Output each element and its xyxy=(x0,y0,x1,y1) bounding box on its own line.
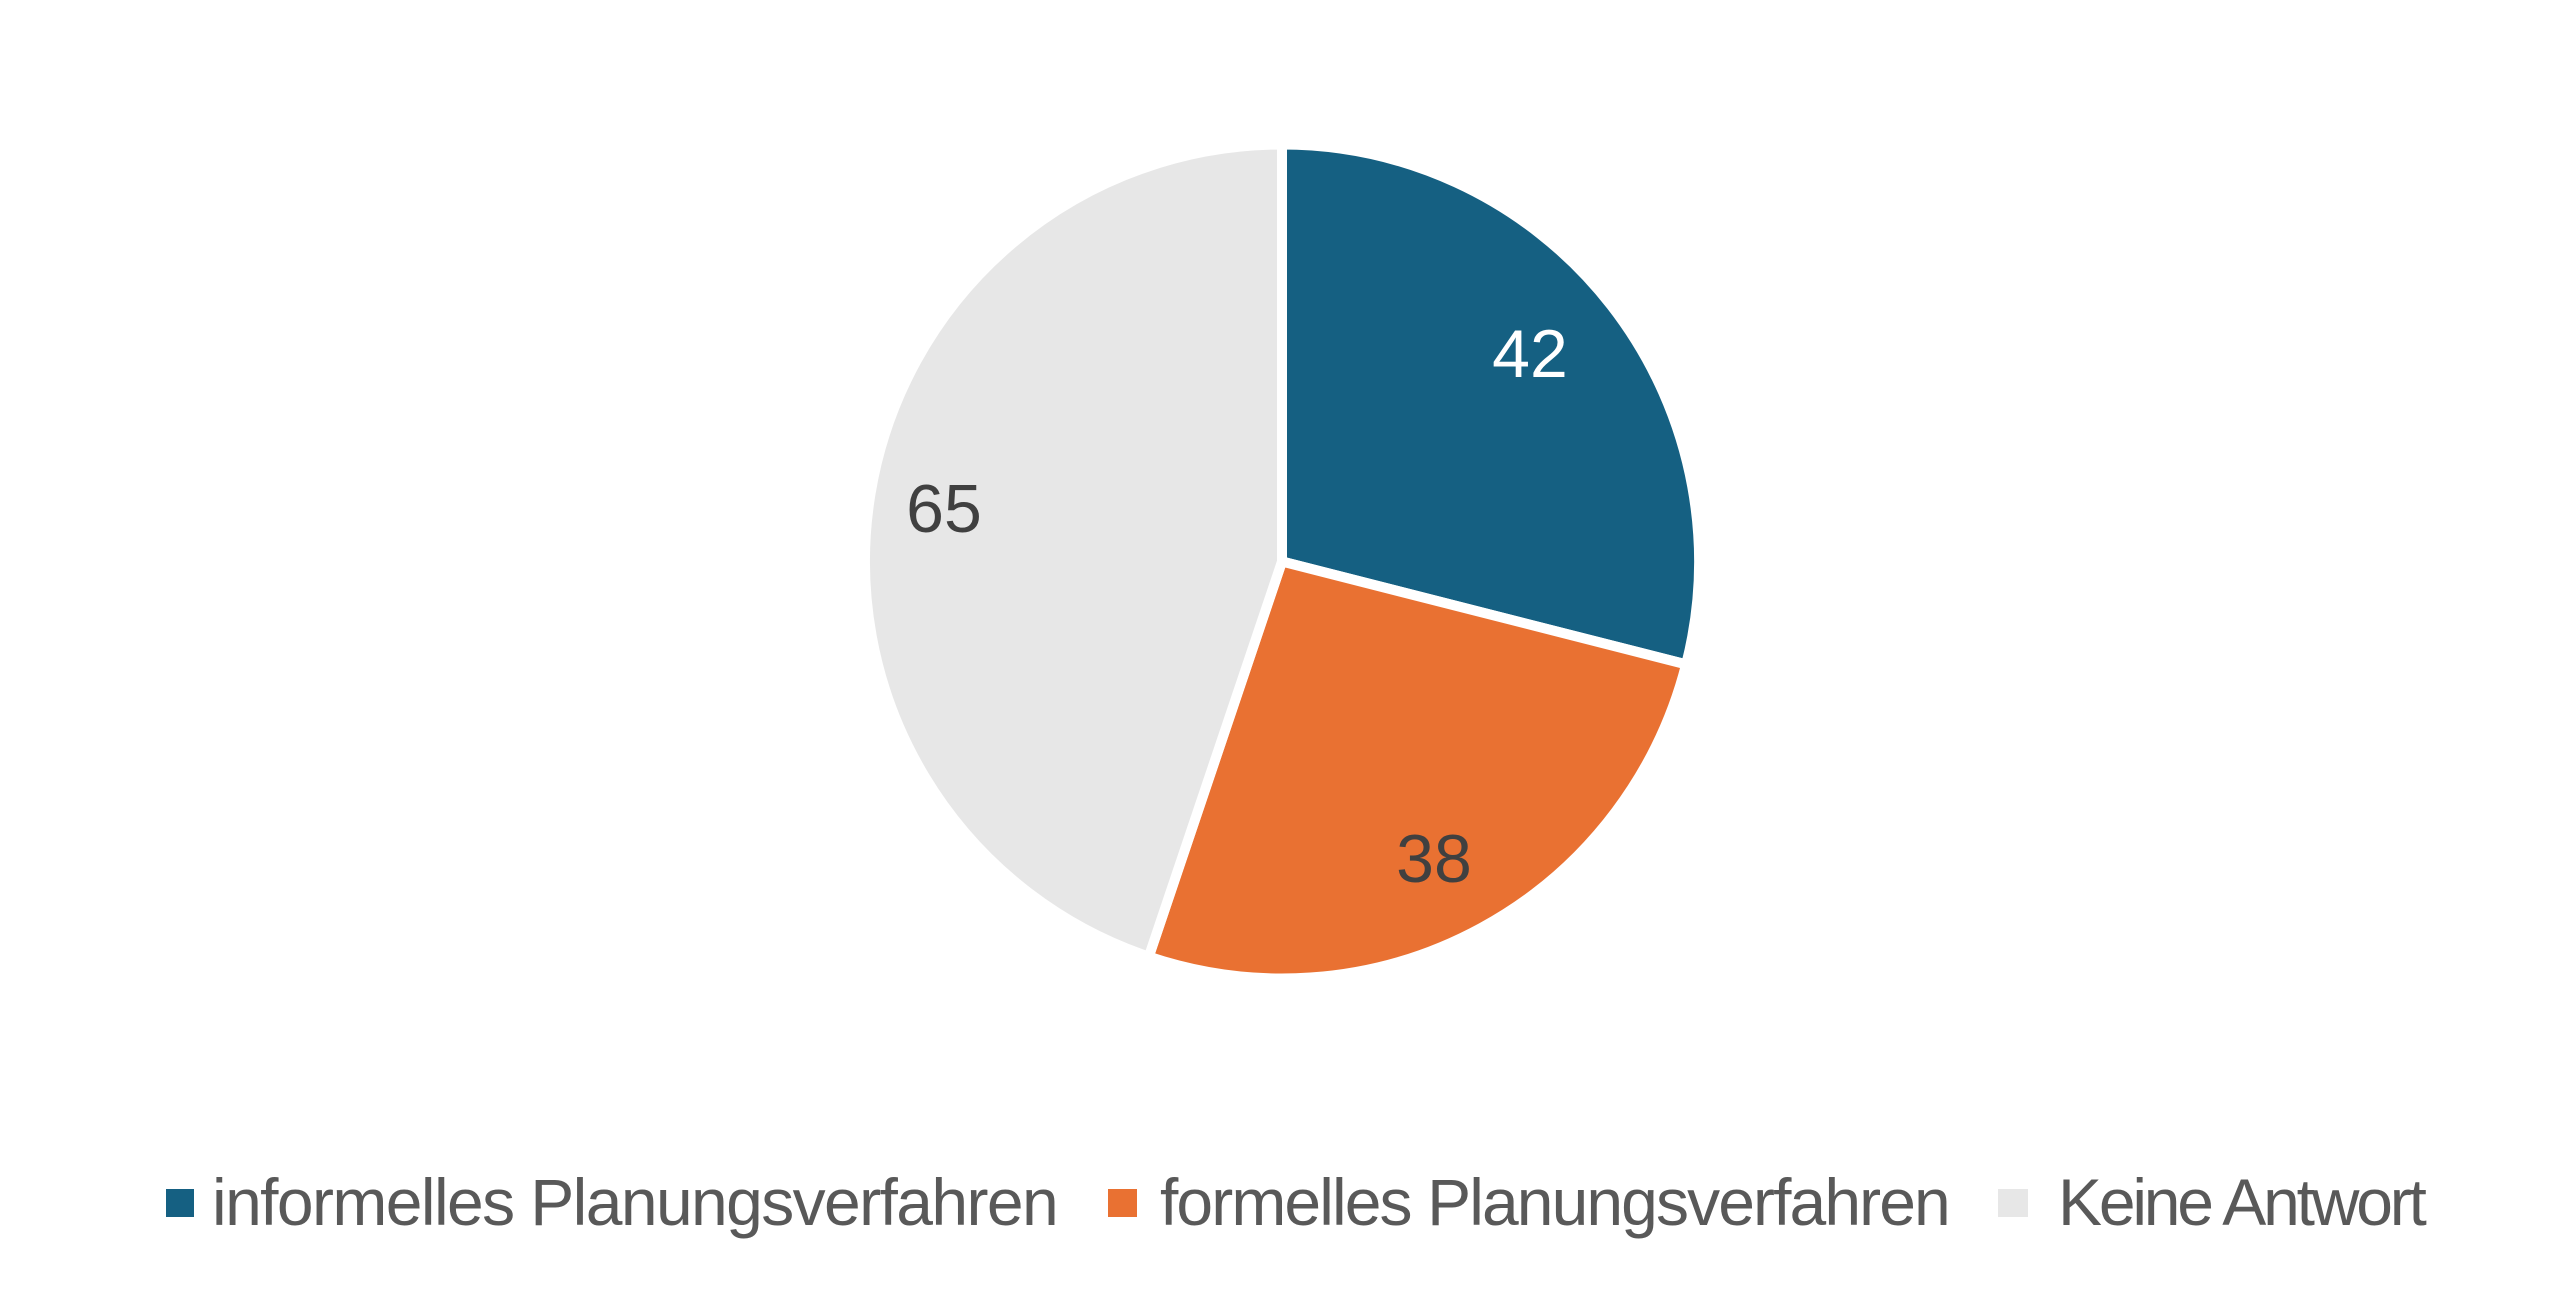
svg-text:informelles Planungsverfahren: informelles Planungsverfahren xyxy=(212,1165,1057,1239)
svg-text:formelles Planungsverfahren: formelles Planungsverfahren xyxy=(1160,1165,1949,1239)
svg-text:38: 38 xyxy=(1396,821,1472,897)
svg-text:Keine Antwort: Keine Antwort xyxy=(2058,1165,2427,1239)
svg-text:42: 42 xyxy=(1492,316,1568,392)
svg-text:65: 65 xyxy=(906,471,982,547)
